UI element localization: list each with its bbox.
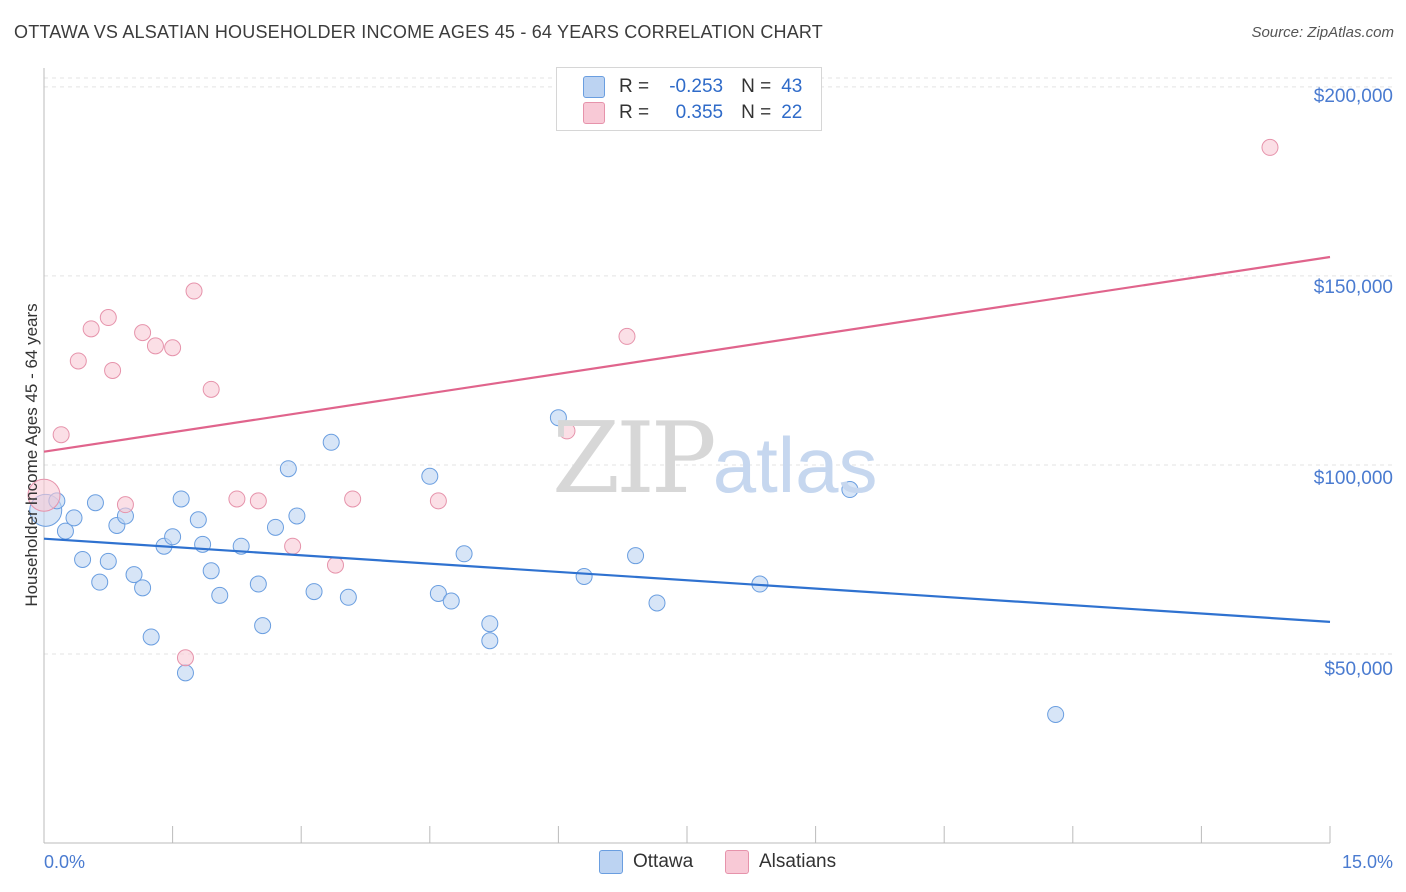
alsatians-point: [176, 649, 194, 667]
alsatians-point: [27, 478, 61, 512]
alsatians-point: [146, 337, 164, 355]
watermark: ZIPatlas: [552, 402, 878, 516]
ottawa-point: [442, 592, 460, 610]
legend-r-value: -0.253: [669, 76, 724, 97]
alsatians-point: [249, 492, 267, 510]
alsatians-point: [429, 492, 447, 510]
ottawa-point: [91, 573, 109, 591]
alsatians-point: [104, 361, 122, 379]
alsatians-legend-label: Alsatians: [759, 851, 837, 872]
alsatians-point: [164, 339, 182, 357]
legend-r-value: 0.355: [675, 102, 724, 123]
ottawa-point: [189, 511, 207, 529]
alsatians-point: [185, 282, 203, 300]
ottawa-point: [249, 575, 267, 593]
legend-row-ottawa: R = -0.253 N = 43: [583, 74, 802, 100]
ottawa-point: [74, 550, 92, 568]
ottawa-point: [339, 588, 357, 606]
ottawa-legend-swatch: [599, 850, 623, 874]
watermark-atlas: atlas: [712, 421, 878, 509]
bottom-legend-ottawa: Ottawa: [599, 850, 693, 874]
ottawa-point: [841, 481, 859, 499]
chart-title: OTTAWA VS ALSATIAN HOUSEHOLDER INCOME AG…: [14, 22, 823, 42]
ottawa-point: [575, 567, 593, 585]
ottawa-point: [279, 460, 297, 478]
legend-n-label: N =: [741, 76, 772, 97]
alsatians-point: [284, 537, 302, 555]
ottawa-point: [455, 545, 473, 563]
legend-row-alsatians: R = 0.355 N = 22: [583, 100, 802, 126]
ottawa-point: [164, 528, 182, 546]
ottawa-point: [305, 583, 323, 601]
x-tick-label-min: 0.0%: [44, 852, 86, 872]
y-tick-label: $200,000: [1313, 86, 1393, 107]
alsatians-point: [1261, 138, 1279, 156]
y-tick-label: $50,000: [1324, 659, 1393, 680]
ottawa-point: [125, 566, 143, 584]
ottawa-swatch: [583, 76, 605, 98]
ottawa-point: [254, 617, 272, 635]
legend-n-value: 22: [781, 102, 803, 123]
x-tick-label-max: 15.0%: [1341, 852, 1393, 872]
y-axis-label: Householder Income Ages 45 - 64 years: [22, 303, 41, 607]
ottawa-point: [1047, 705, 1065, 723]
alsatians-point: [69, 352, 87, 370]
ottawa-legend-label: Ottawa: [633, 851, 694, 872]
legend-n-value: 43: [781, 76, 803, 97]
ottawa-point: [172, 490, 190, 508]
alsatians-point: [202, 380, 220, 398]
ottawa-point: [176, 664, 194, 682]
ottawa-point: [481, 632, 499, 650]
ottawa-point: [65, 509, 83, 527]
alsatians-point: [326, 556, 344, 574]
ottawa-point: [481, 615, 499, 633]
ottawa-point: [421, 467, 439, 485]
alsatians-point: [558, 422, 576, 440]
ottawa-point: [86, 494, 104, 512]
source-credit: Source: ZipAtlas.com: [1251, 24, 1394, 41]
alsatians-point: [52, 426, 70, 444]
alsatians-point: [618, 327, 636, 345]
legend-r-label: R =: [619, 76, 650, 97]
ottawa-point: [648, 594, 666, 612]
alsatians-legend-swatch: [725, 850, 749, 874]
ottawa-point: [322, 433, 340, 451]
y-tick-label: $100,000: [1313, 468, 1393, 489]
ottawa-point: [142, 628, 160, 646]
legend-n-label: N =: [741, 102, 772, 123]
ottawa-point: [429, 584, 447, 602]
legend-r-label: R =: [619, 102, 650, 123]
alsatians-point: [99, 309, 117, 327]
ottawa-point: [99, 552, 117, 570]
ottawa-point: [288, 507, 306, 525]
ottawa-point: [211, 586, 229, 604]
ottawa-point: [202, 562, 220, 580]
alsatians-point: [134, 324, 152, 342]
ottawa-point: [266, 518, 284, 536]
bottom-legend-alsatians: Alsatians: [725, 850, 836, 874]
correlation-legend: R = -0.253 N = 43 R = 0.355 N = 22: [556, 67, 822, 131]
alsatians-swatch: [583, 102, 605, 124]
ottawa-point: [134, 579, 152, 597]
alsatians-point: [228, 490, 246, 508]
alsatians-point: [344, 490, 362, 508]
alsatians-trend-line: [43, 255, 1331, 453]
ottawa-point: [549, 409, 567, 427]
ottawa-point: [627, 547, 645, 565]
alsatians-point: [116, 496, 134, 514]
alsatians-point: [82, 320, 100, 338]
ottawa-trend-line: [43, 537, 1331, 623]
y-tick-label: $150,000: [1313, 277, 1393, 298]
watermark-zip: ZIP: [552, 402, 717, 516]
